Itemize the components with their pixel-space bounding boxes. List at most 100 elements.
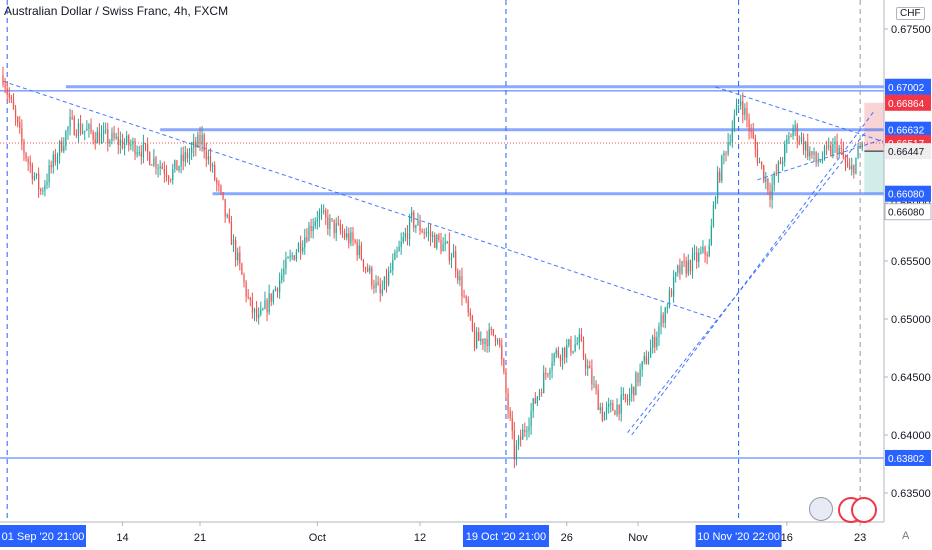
candle-body: [207, 156, 210, 160]
candle-body: [413, 212, 415, 228]
candle-body: [84, 130, 86, 132]
candle-body: [823, 146, 826, 159]
candle-body: [352, 232, 354, 241]
candle: [35, 173, 38, 180]
candle-body: [649, 347, 652, 358]
time-tick-label: 16: [781, 532, 793, 544]
candle-body: [561, 347, 564, 361]
candle-body: [566, 345, 568, 358]
candle-body: [790, 136, 792, 138]
candle-body: [459, 276, 461, 281]
candle-body: [144, 143, 147, 145]
candle: [570, 335, 572, 356]
candle: [287, 256, 289, 259]
candle-body: [126, 135, 128, 144]
candle: [327, 209, 329, 236]
price-label: 0.66080: [885, 185, 931, 202]
candle-body: [100, 133, 103, 144]
currency-label[interactable]: CHF: [896, 7, 925, 20]
candle: [740, 94, 742, 110]
price-label-text: 0.66632: [888, 126, 925, 137]
candle-body: [765, 178, 767, 182]
candle: [140, 145, 142, 165]
candle-body: [853, 165, 855, 174]
candle-body: [343, 233, 346, 238]
candle-body: [385, 276, 388, 285]
candle: [354, 238, 356, 245]
candle: [333, 219, 335, 239]
candle-body: [425, 232, 427, 234]
candle-body: [805, 141, 807, 151]
candle: [559, 354, 562, 367]
candle-body: [404, 233, 407, 238]
candle: [727, 132, 729, 157]
events-badge-icon-2[interactable]: [851, 497, 877, 523]
candle: [209, 148, 212, 172]
candle-body: [679, 265, 681, 274]
candle-body: [591, 368, 593, 385]
candle: [218, 180, 220, 192]
price-label-text: 0.67002: [888, 83, 925, 94]
candle-body: [423, 232, 425, 234]
candle-body: [188, 153, 191, 159]
candle-body: [457, 271, 459, 281]
candle: [253, 307, 256, 322]
candle-body: [633, 386, 635, 396]
candle-body: [201, 134, 203, 145]
candle-body: [299, 243, 302, 252]
candle-body: [857, 147, 859, 158]
candle: [199, 126, 201, 152]
scale-mode-button[interactable]: A: [902, 530, 910, 542]
candle: [165, 165, 168, 182]
news-badge-icon[interactable]: [809, 497, 833, 521]
candle: [861, 141, 863, 152]
candle-body: [587, 365, 589, 369]
candle-body: [572, 350, 574, 353]
candle-body: [230, 221, 233, 245]
candle: [530, 402, 532, 435]
candle: [331, 218, 333, 222]
candle-body: [266, 300, 268, 313]
candle-body: [781, 161, 784, 165]
candle: [763, 164, 765, 184]
candle-body: [65, 131, 67, 147]
candle: [222, 192, 224, 201]
candle: [775, 164, 777, 177]
candle: [201, 125, 203, 152]
candle: [610, 399, 612, 413]
candle: [65, 129, 67, 151]
candle-body: [821, 158, 824, 162]
candle: [802, 133, 805, 156]
candle-body: [509, 410, 511, 418]
candle-body: [813, 151, 815, 155]
candle: [190, 141, 193, 160]
candle-body: [247, 296, 249, 298]
candle-body: [155, 157, 157, 169]
candle: [706, 251, 708, 265]
candle: [608, 397, 610, 414]
candle: [390, 262, 392, 274]
candle: [266, 297, 268, 322]
candle: [429, 224, 432, 246]
candle-body: [798, 140, 800, 142]
candle: [176, 160, 178, 171]
candle-body: [408, 216, 411, 240]
candle: [417, 212, 419, 226]
candle-body: [251, 299, 254, 313]
candle-body: [130, 144, 132, 146]
candle-body: [211, 164, 214, 167]
candle-body: [717, 171, 719, 198]
candle-body: [838, 147, 840, 154]
candle: [427, 223, 430, 242]
candle-body: [731, 128, 733, 142]
candle-body: [524, 429, 526, 432]
candle: [675, 271, 677, 283]
candle: [224, 198, 226, 223]
candle: [792, 124, 794, 140]
candle-body: [631, 386, 633, 394]
candle: [406, 225, 409, 246]
candle: [696, 246, 698, 269]
candle: [413, 210, 415, 232]
candle-body: [752, 131, 754, 139]
